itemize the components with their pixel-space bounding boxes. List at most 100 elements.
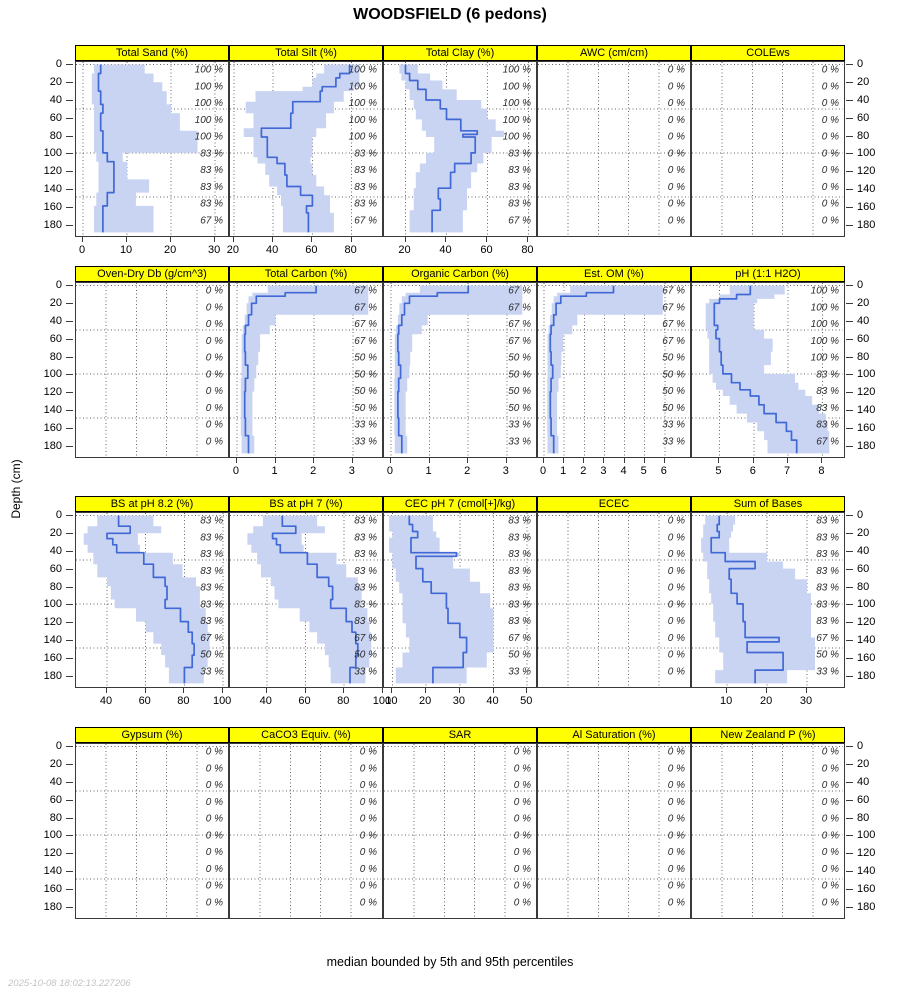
x-axis-tick-label: 4 [620, 465, 627, 477]
panel-2-2: 67 % 67 % 67 % 67 % 50 % 50 % 50 % 50 % 33 % 33 % [229, 282, 383, 458]
contributing-fraction-label: 83 % [508, 583, 531, 594]
x-axis-tick [603, 458, 605, 463]
panel-strip-colews: COLEws [691, 45, 845, 61]
panel-strip-ph-1-1-h2o: pH (1:1 H2O) [691, 266, 845, 282]
depth-tick-right [846, 640, 853, 642]
contributing-fraction-label: 83 % [354, 165, 377, 176]
contributing-fraction-label: 0 % [206, 369, 223, 380]
x-axis-tick-label: 10 [720, 695, 733, 707]
depth-tick-label-right: 60 [857, 111, 870, 124]
contributing-fraction-label: 33 % [816, 666, 839, 677]
panel-strip-total-sand: Total Sand (%) [75, 45, 229, 61]
contributing-fraction-label: 0 % [668, 81, 685, 92]
x-axis-tick [265, 688, 267, 693]
panel-strip-bs-at-ph-8-2: BS at pH 8.2 (%) [75, 496, 229, 512]
panel-canvas: 100 % 100 % 100 % 100 % 100 % 83 % 83 % 83 % 83 … [230, 62, 381, 235]
contributing-fraction-label: 33 % [354, 420, 377, 431]
contributing-fraction-label: 0 % [206, 420, 223, 431]
contributing-fraction-label: 67 % [508, 336, 531, 347]
depth-tick-label-right: 140 [857, 865, 876, 878]
x-axis-tick-label: 80 [344, 244, 357, 256]
panel-canvas: 0 % 0 % 0 % 0 % 0 % 0 % 0 % 0 % 0 % 0 % [538, 513, 689, 686]
x-axis-tick [391, 688, 393, 693]
depth-tick-label-left: 180 [43, 670, 62, 683]
x-axis-tick-label: 1 [560, 465, 567, 477]
x-axis-tick-label: 20 [226, 244, 240, 256]
panel-canvas: 100 % 100 % 100 % 100 % 100 % 83 % 83 % 83 % 83 … [384, 62, 535, 235]
x-axis-tick [526, 688, 528, 693]
depth-tick-left [66, 81, 73, 83]
depth-tick-label-left: 0 [55, 278, 62, 291]
contributing-fraction-label: 0 % [360, 747, 377, 758]
contributing-fraction-label: 33 % [662, 436, 685, 447]
depth-tick-left [66, 428, 73, 430]
contributing-fraction-label: 0 % [668, 532, 685, 543]
x-axis-tick-label: 1 [271, 465, 278, 477]
depth-tick-label-right: 120 [857, 847, 876, 860]
depth-tick-label-right: 180 [857, 440, 876, 453]
depth-tick-right [846, 550, 853, 552]
depth-tick-label-right: 60 [857, 332, 870, 345]
contributing-fraction-label: 83 % [200, 199, 223, 210]
percentile-band [91, 64, 198, 233]
contributing-fraction-label: 0 % [822, 847, 839, 858]
depth-tick-right [846, 374, 853, 376]
x-axis-tick-label: 40 [439, 244, 452, 256]
panel-1-3: 100 % 100 % 100 % 100 % 100 % 83 % 83 % 83 % 83 … [383, 61, 537, 237]
contributing-fraction-label: 83 % [354, 616, 377, 627]
contributing-fraction-label: 67 % [816, 633, 839, 644]
depth-tick-left [66, 392, 73, 394]
depth-tick-left [66, 171, 73, 173]
contributing-fraction-label: 0 % [668, 199, 685, 210]
depth-tick-label-right: 100 [857, 368, 876, 381]
x-axis-tick [222, 688, 224, 693]
depth-tick-label-left: 100 [43, 147, 62, 160]
x-axis-tick [766, 688, 768, 693]
x-axis-tick-label: 0 [232, 465, 239, 477]
percentile-band [701, 515, 815, 684]
contributing-fraction-label: 0 % [360, 814, 377, 825]
panel-canvas: 0 % 0 % 0 % 0 % 0 % 0 % 0 % 0 % 0 % 0 % [692, 744, 843, 917]
depth-tick-right [846, 763, 853, 765]
depth-tick-label-right: 40 [857, 775, 870, 788]
depth-tick-right [846, 153, 853, 155]
depth-tick-right [846, 225, 853, 227]
contributing-fraction-label: 67 % [354, 286, 377, 297]
contributing-fraction-label: 100 % [503, 98, 531, 109]
contributing-fraction-label: 50 % [508, 650, 531, 661]
contributing-fraction-label: 33 % [354, 436, 377, 447]
contributing-fraction-label: 0 % [668, 215, 685, 226]
contributing-fraction-label: 0 % [206, 797, 223, 808]
panel-1-5: 0 % 0 % 0 % 0 % 0 % 0 % 0 % 0 % 0 % 0 % [691, 61, 845, 237]
depth-tick-right [846, 189, 853, 191]
x-axis-tick [486, 237, 488, 242]
depth-tick-left [66, 835, 73, 837]
x-axis-tick-label: 40 [259, 695, 272, 707]
depth-tick-label-right: 140 [857, 404, 876, 417]
contributing-fraction-label: 0 % [668, 747, 685, 758]
contributing-fraction-label: 0 % [514, 830, 531, 841]
panel-strip-oven-dry-db-g-cm-3: Oven-Dry Db (g/cm^3) [75, 266, 229, 282]
panel-strip-total-clay: Total Clay (%) [383, 45, 537, 61]
contributing-fraction-label: 67 % [508, 319, 531, 330]
x-axis-tick [527, 237, 529, 242]
contributing-fraction-label: 0 % [206, 436, 223, 447]
depth-tick-right [846, 817, 853, 819]
contributing-fraction-label: 83 % [508, 148, 531, 159]
depth-tick-right [846, 514, 853, 516]
depth-tick-label-left: 180 [43, 219, 62, 232]
depth-tick-label-left: 60 [49, 562, 62, 575]
contributing-fraction-label: 0 % [668, 650, 685, 661]
contributing-fraction-label: 0 % [360, 864, 377, 875]
depth-tick-label-right: 20 [857, 296, 870, 309]
x-axis-tick [458, 688, 460, 693]
depth-tick-right [846, 117, 853, 119]
depth-tick-left [66, 871, 73, 873]
contributing-fraction-label: 0 % [206, 336, 223, 347]
contributing-fraction-label: 33 % [354, 666, 377, 677]
contributing-fraction-label: 50 % [508, 369, 531, 380]
contributing-fraction-label: 50 % [354, 386, 377, 397]
contributing-fraction-label: 0 % [668, 864, 685, 875]
contributing-fraction-label: 100 % [811, 286, 839, 297]
panel-3-3: 83 % 83 % 83 % 83 % 83 % 83 % 83 % 67 % 50 % 33 % [383, 512, 537, 688]
